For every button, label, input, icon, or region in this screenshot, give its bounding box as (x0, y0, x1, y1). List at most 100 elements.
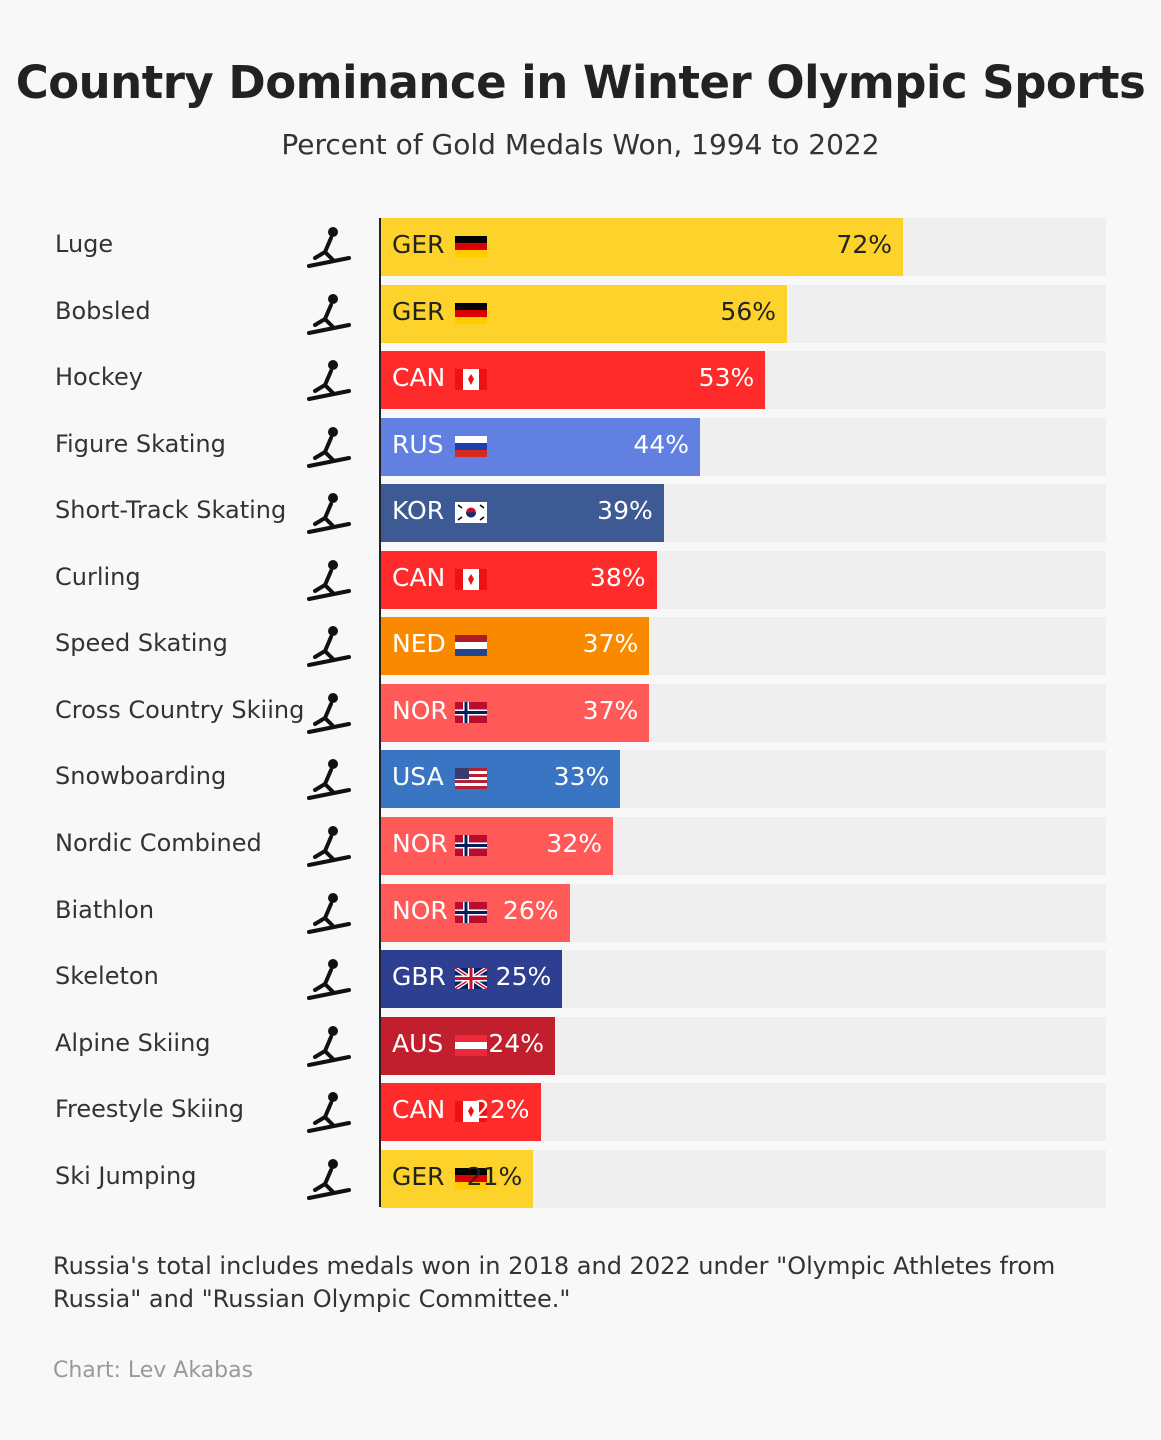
category-label: Cross Country Skiing (55, 695, 305, 724)
flag-icon-can (455, 369, 487, 391)
value-label: 32% (546, 828, 602, 858)
bar-row: Hockey CAN 53% (0, 351, 1161, 410)
bar-row: Nordic Combined NOR 32% (0, 816, 1161, 875)
bar-row: Cross Country Skiing NOR 37% (0, 683, 1161, 742)
flag-icon-aus (455, 1034, 487, 1056)
bar-row: Short-Track Skating KOR 39% (0, 484, 1161, 543)
value-label: 56% (720, 296, 776, 326)
country-code: GER (392, 230, 445, 259)
flag-icon-nor (455, 901, 487, 923)
flag-icon-ned (455, 635, 487, 657)
country-code: USA (392, 762, 444, 792)
value-label: 44% (633, 429, 689, 459)
value-label: 72% (836, 230, 892, 259)
bar-row: Ski Jumping GER 21% (0, 1149, 1161, 1208)
bar-row: Snowboarding USA 33% (0, 750, 1161, 809)
luge-icon (307, 227, 351, 268)
bar-row: Alpine Skiing AUS 24% (0, 1016, 1161, 1075)
flag-icon-can (455, 1101, 487, 1123)
country-code: GER (392, 296, 445, 326)
country-code: NOR (392, 828, 448, 858)
value-label: 22% (473, 1095, 530, 1125)
chart-subtitle: Percent of Gold Medals Won, 1994 to 2022 (281, 128, 880, 161)
flag-icon-rus (455, 435, 487, 457)
category-label: Curling (55, 562, 141, 591)
bar-row: Speed Skating NED 37% (0, 617, 1161, 676)
value-label: 38% (589, 562, 646, 592)
bar: AUS 24% (381, 1016, 555, 1075)
chart-title: Country Dominance in Winter Olympic Spor… (15, 56, 1146, 109)
country-code: KOR (392, 496, 445, 526)
bar: NOR 26% (381, 883, 570, 942)
bar: NOR 37% (381, 683, 650, 742)
category-label: Freestyle Skiing (55, 1095, 245, 1124)
country-code: NOR (392, 895, 448, 925)
credit: Chart: Lev Akabas (53, 1358, 254, 1383)
bar: GER 21% (381, 1149, 534, 1208)
skeleton-icon (307, 959, 351, 1001)
value-label: 39% (597, 496, 653, 526)
country-code: AUS (392, 1028, 444, 1058)
bar-row: Bobsled GER 56% (0, 284, 1161, 343)
bar-row: Skeleton GBR 25% (0, 950, 1161, 1009)
flag-icon-nor (455, 834, 487, 856)
bobsled-icon (307, 293, 351, 335)
category-label: Alpine Skiing (55, 1028, 211, 1057)
category-label: Speed Skating (55, 629, 228, 658)
curling-icon (307, 559, 351, 601)
value-label: 24% (488, 1028, 544, 1058)
ski-jumping-icon (307, 1158, 351, 1200)
value-label: 21% (466, 1161, 523, 1191)
value-label: 25% (495, 962, 552, 992)
value-label: 26% (502, 895, 559, 925)
category-label: Luge (55, 230, 114, 258)
category-label: Figure Skating (55, 429, 226, 458)
figure-skating-icon (307, 426, 351, 468)
bar: GER 72% (381, 218, 903, 276)
country-code: CAN (392, 1095, 446, 1125)
bar-row: Biathlon NOR 26% (0, 883, 1161, 942)
category-label: Short-Track Skating (55, 496, 287, 525)
category-label: Biathlon (55, 895, 155, 924)
category-label: Hockey (55, 363, 143, 392)
bar: CAN 22% (381, 1083, 541, 1142)
country-code: NOR (392, 695, 448, 725)
flag-icon-usa (455, 768, 487, 790)
footnote: Russia's total includes medals won in 20… (53, 1252, 1056, 1313)
country-code: RUS (392, 429, 444, 459)
bar: NOR 32% (381, 816, 613, 875)
y-axis-line (379, 218, 381, 1207)
hockey-icon (307, 360, 351, 402)
value-label: 37% (582, 695, 639, 725)
bar: GBR 25% (381, 950, 563, 1009)
bar: CAN 38% (381, 550, 657, 609)
category-label: Ski Jumping (55, 1161, 197, 1190)
biathlon-icon (307, 892, 351, 934)
bar: RUS 44% (381, 417, 700, 476)
speed-skating-icon (307, 626, 351, 668)
flag-icon-can (455, 568, 487, 590)
country-code: GBR (392, 962, 446, 992)
snowboard-icon (307, 759, 351, 801)
category-label: Nordic Combined (55, 828, 262, 857)
bar: USA 33% (381, 750, 621, 809)
bar: GER 56% (381, 284, 787, 343)
country-code: GER (392, 1161, 445, 1191)
bar: KOR 39% (381, 484, 664, 543)
cross-country-icon (307, 692, 351, 734)
flag-icon-kor (455, 502, 487, 524)
flag-icon-ger (455, 1167, 487, 1189)
country-code: NED (392, 629, 446, 659)
bar: CAN 53% (381, 351, 766, 410)
value-label: 53% (698, 363, 755, 393)
flag-icon-gbr (455, 968, 487, 990)
category-label: Snowboarding (55, 762, 227, 791)
freestyle-icon (307, 1092, 351, 1134)
country-code: CAN (392, 363, 446, 393)
bar-row: Freestyle Skiing CAN 22% (0, 1083, 1161, 1142)
bar-row: Curling CAN 38% (0, 550, 1161, 609)
value-label: 33% (553, 762, 610, 792)
flag-icon-ger (455, 302, 487, 324)
short-track-icon (307, 493, 351, 535)
